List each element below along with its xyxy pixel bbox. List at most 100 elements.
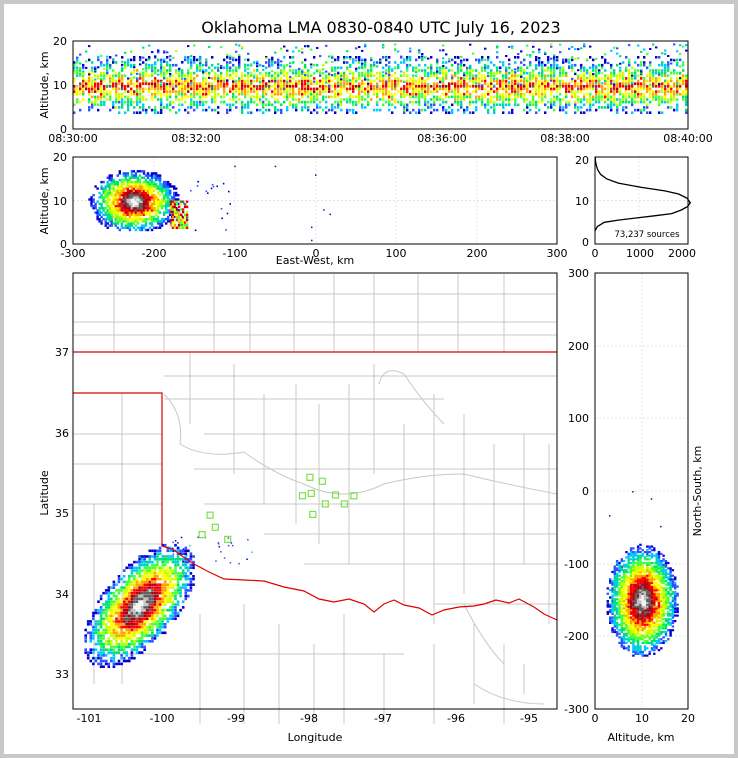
ew-height-source (138, 189, 142, 192)
time-height-source (304, 100, 307, 104)
map-source (122, 659, 126, 663)
map-source (120, 654, 123, 657)
map-source (92, 662, 95, 666)
ew-height-source (118, 204, 121, 208)
time-height-source (460, 92, 463, 96)
time-height-source (286, 71, 289, 75)
ns-height-source (609, 596, 612, 599)
time-height-source (403, 85, 406, 88)
time-height-source (247, 77, 250, 80)
map-source (156, 577, 159, 581)
map-source (120, 628, 123, 632)
map-source (107, 591, 111, 595)
ns-height-source (618, 632, 621, 635)
time-height-source (109, 74, 112, 77)
map-source (128, 606, 131, 609)
map-source (161, 543, 164, 547)
map-source (117, 642, 121, 646)
time-height-source (574, 79, 577, 83)
time-height-source (664, 49, 667, 52)
ew-height-source (116, 222, 119, 225)
map-source (163, 594, 167, 598)
time-height-source (658, 98, 661, 101)
ew-height-source (100, 194, 103, 197)
time-height-source (412, 100, 415, 104)
time-height-source (523, 100, 526, 104)
time-height-source (583, 103, 586, 107)
time-height-source (550, 63, 553, 67)
time-height-source (658, 56, 661, 59)
ew-height-source (100, 207, 103, 210)
ew-height-source (122, 191, 125, 195)
time-height-source (142, 82, 145, 85)
time-height-source (505, 87, 508, 91)
ew-height-source (150, 215, 154, 219)
ew-height-source (158, 189, 162, 192)
ew-height-source (114, 194, 117, 197)
map-source (146, 586, 149, 589)
time-height-source (682, 63, 685, 67)
time-height-source (490, 72, 493, 74)
ew-height-source (108, 185, 111, 188)
time-height-source (304, 71, 307, 75)
map-source (163, 614, 167, 618)
time-height-source (481, 56, 484, 59)
ew-height-source (114, 217, 117, 221)
time-height-source (322, 63, 325, 67)
time-height-source (304, 103, 307, 107)
time-height-source (451, 87, 454, 91)
map-source (151, 611, 154, 615)
time-height-source (388, 69, 391, 72)
map-source (184, 575, 188, 578)
time-height-source (172, 82, 175, 85)
ew-height-source (104, 217, 107, 221)
time-height-source (160, 66, 163, 70)
time-height-source (505, 74, 508, 77)
ew-height-source (98, 202, 101, 206)
ew-height-source (120, 187, 123, 190)
time-height-source (154, 87, 157, 91)
ew-height-source (167, 202, 170, 206)
map-source (158, 617, 162, 620)
map-source (112, 600, 116, 603)
time-height-source (385, 74, 388, 77)
ew-height-source (124, 172, 127, 175)
time-height-source (448, 95, 451, 99)
time-height-source (661, 87, 664, 91)
ns-height-source (615, 601, 619, 604)
time-height-source (640, 72, 643, 75)
ew-height-source (169, 210, 173, 214)
time-height-source (583, 92, 586, 96)
time-height-source (256, 108, 259, 112)
time-height-source (562, 67, 565, 70)
time-height-source (142, 95, 145, 99)
time-height-source (604, 106, 607, 109)
time-height-source (487, 103, 490, 107)
time-height-source (262, 77, 265, 80)
time-height-source (307, 87, 310, 91)
time-height-source (349, 58, 352, 60)
time-height-source (394, 71, 397, 75)
time-height-source (232, 56, 235, 59)
ew-height-source (165, 196, 168, 199)
ew-height-source (126, 202, 129, 206)
time-height-source (637, 100, 640, 104)
time-height-source (382, 82, 385, 85)
time-height-source (607, 95, 610, 99)
time-height-source (571, 79, 574, 83)
time-height-source (91, 106, 94, 109)
time-height-source (115, 87, 118, 91)
map-source (146, 617, 149, 620)
map-source (138, 620, 141, 623)
ew-height-source (152, 209, 156, 212)
ew-height-source (134, 180, 138, 184)
time-height-source (658, 85, 661, 88)
ew-height-source (144, 196, 148, 199)
time-height-source (583, 98, 586, 101)
time-height-source (232, 90, 235, 93)
map-source (143, 606, 146, 609)
ew-height-source (167, 211, 170, 214)
time-height-source (616, 90, 619, 93)
map-source (104, 659, 108, 663)
map-source (174, 606, 177, 609)
